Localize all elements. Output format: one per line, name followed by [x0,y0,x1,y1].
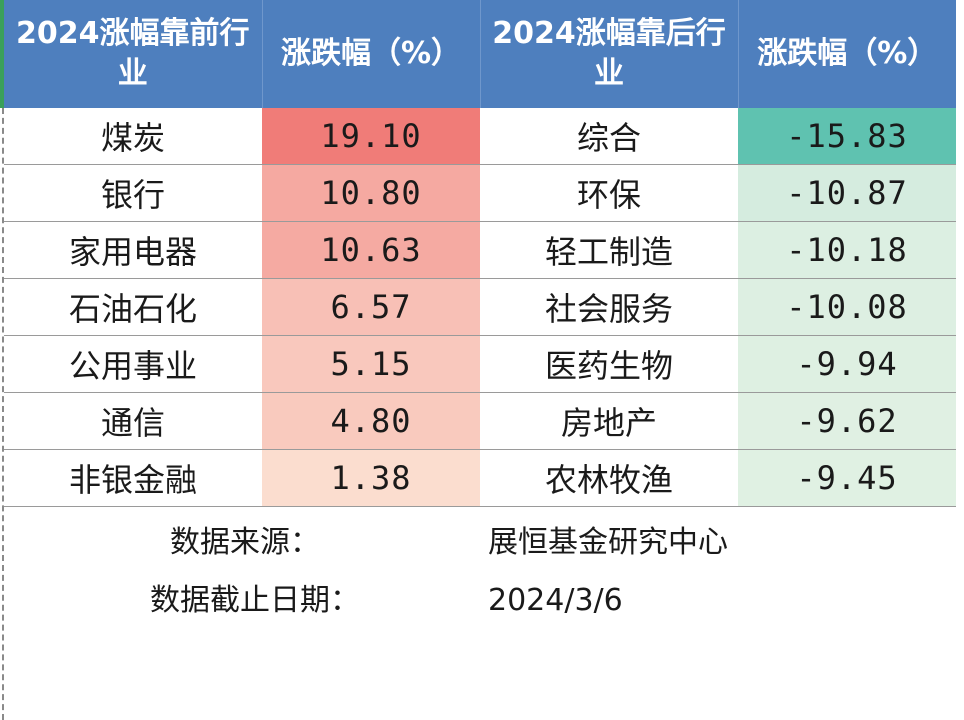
bottom-change-cell[interactable]: -10.18 [738,221,956,279]
bottom-industry-cell[interactable]: 农林牧渔 [480,449,738,507]
top-industry-cell[interactable]: 家用电器 [4,221,262,279]
table-row: 公用事业 5.15 医药生物 -9.94 [4,335,956,393]
source-note-row: 数据来源： 展恒基金研究中心 [0,515,964,571]
bottom-industry-cell[interactable]: 综合 [480,108,738,165]
sheet-left-border [2,108,4,720]
table-row: 通信 4.80 房地产 -9.62 [4,392,956,450]
table-row: 石油石化 6.57 社会服务 -10.08 [4,278,956,336]
bottom-change-cell[interactable]: -9.45 [738,449,956,507]
header-top-change-label: 涨跌幅（%） [280,36,462,71]
header-bottom-industry-label: 2024涨幅靠后行业 [492,16,726,91]
top-change-cell[interactable]: 19.10 [262,108,480,165]
top-change-cell[interactable]: 10.63 [262,221,480,279]
top-change-cell[interactable]: 1.38 [262,449,480,507]
cell-selection-marker [0,0,4,108]
table-row: 非银金融 1.38 农林牧渔 -9.45 [4,449,956,507]
industry-change-table: 2024涨幅靠前行业 涨跌幅（%） 2024涨幅靠后行业 涨跌幅（%） 煤炭 19… [4,0,956,507]
top-industry-cell[interactable]: 银行 [4,164,262,222]
table-header-row: 2024涨幅靠前行业 涨跌幅（%） 2024涨幅靠后行业 涨跌幅（%） [4,0,956,108]
header-bottom-industry[interactable]: 2024涨幅靠后行业 [480,0,739,108]
header-top-change[interactable]: 涨跌幅（%） [262,0,481,108]
table-body: 煤炭 19.10 综合 -15.83 银行 10.80 环保 -10.87 家用电器 10.63 轻… [4,108,956,507]
table-row: 煤炭 19.10 综合 -15.83 [4,108,956,165]
top-industry-cell[interactable]: 煤炭 [4,108,262,165]
bottom-industry-cell[interactable]: 轻工制造 [480,221,738,279]
top-change-cell[interactable]: 6.57 [262,278,480,336]
top-change-cell[interactable]: 4.80 [262,392,480,450]
bottom-change-cell[interactable]: -9.62 [738,392,956,450]
bottom-industry-cell[interactable]: 环保 [480,164,738,222]
top-industry-cell[interactable]: 非银金融 [4,449,262,507]
source-label: 数据来源： [170,525,320,560]
bottom-change-cell[interactable]: -15.83 [738,108,956,165]
bottom-industry-cell[interactable]: 医药生物 [480,335,738,393]
bottom-industry-cell[interactable]: 房地产 [480,392,738,450]
table-row: 家用电器 10.63 轻工制造 -10.18 [4,221,956,279]
table-row: 银行 10.80 环保 -10.87 [4,164,956,222]
source-value: 展恒基金研究中心 [488,525,728,560]
date-note-row: 数据截止日期： 2024/3/6 [0,573,964,629]
top-change-cell[interactable]: 10.80 [262,164,480,222]
header-bottom-change-label: 涨跌幅（%） [757,36,938,71]
top-change-cell[interactable]: 5.15 [262,335,480,393]
bottom-change-cell[interactable]: -9.94 [738,335,956,393]
bottom-industry-cell[interactable]: 社会服务 [480,278,738,336]
bottom-change-cell[interactable]: -10.87 [738,164,956,222]
date-label: 数据截止日期： [150,583,360,618]
top-industry-cell[interactable]: 石油石化 [4,278,262,336]
header-bottom-change[interactable]: 涨跌幅（%） [738,0,956,108]
top-industry-cell[interactable]: 通信 [4,392,262,450]
top-industry-cell[interactable]: 公用事业 [4,335,262,393]
date-value: 2024/3/6 [488,583,623,618]
header-top-industry[interactable]: 2024涨幅靠前行业 [4,0,263,108]
bottom-change-cell[interactable]: -10.08 [738,278,956,336]
header-top-industry-label: 2024涨幅靠前行业 [16,16,250,91]
